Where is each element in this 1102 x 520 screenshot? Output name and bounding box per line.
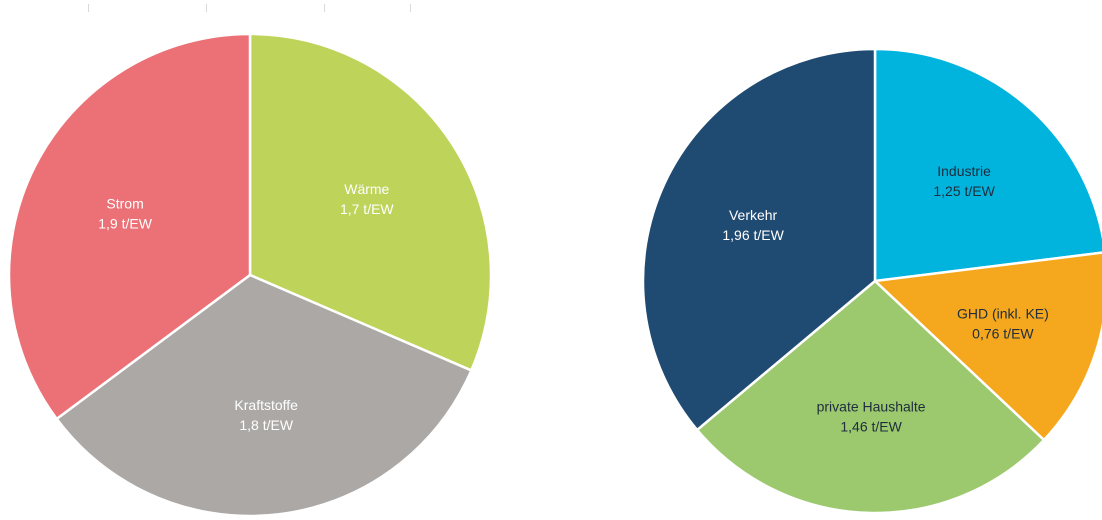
slice-label: Strom xyxy=(106,195,143,211)
axis-tick-mark xyxy=(410,4,411,12)
slice-value-label: 1,25 t/EW xyxy=(933,183,995,199)
slice-label: Verkehr xyxy=(729,207,778,223)
axis-tick-mark xyxy=(206,4,207,12)
slice-label: GHD (inkl. KE) xyxy=(957,306,1049,322)
slice-value-label: 1,96 t/EW xyxy=(722,227,784,243)
pie-slice-kraftstoffe xyxy=(55,273,473,518)
pie-chart-sectors: Industrie 1,25 t/EW GHD (inkl. KE) 0,76 t/E… xyxy=(641,47,1102,515)
pie-slice-private-haushalte xyxy=(695,279,1046,515)
pie-slice-waerme xyxy=(248,32,493,372)
slice-value-label: 0,76 t/EW xyxy=(972,326,1034,342)
pie-slice-ghd-inkl-ke xyxy=(873,251,1102,442)
pie-chart-energy-sources: Wärme 1,7 t/EW Kraftstoffe 1,8 t/EW Strom 1,9… xyxy=(7,32,493,518)
slice-value-label: 1,8 t/EW xyxy=(239,417,293,433)
slice-value-label: 1,7 t/EW xyxy=(340,201,394,217)
slice-label: Industrie xyxy=(937,163,991,179)
pie-slice-strom xyxy=(7,32,252,421)
axis-tick-mark xyxy=(88,4,89,12)
slice-value-label: 1,9 t/EW xyxy=(98,215,152,231)
slice-label: Kraftstoffe xyxy=(234,397,298,413)
slice-label: private Haushalte xyxy=(817,399,926,415)
axis-tick-mark xyxy=(324,4,325,12)
pie-slice-verkehr xyxy=(641,47,877,432)
pie-slice-industrie xyxy=(873,47,1102,283)
slice-label: Wärme xyxy=(344,181,389,197)
slice-value-label: 1,46 t/EW xyxy=(840,419,902,435)
